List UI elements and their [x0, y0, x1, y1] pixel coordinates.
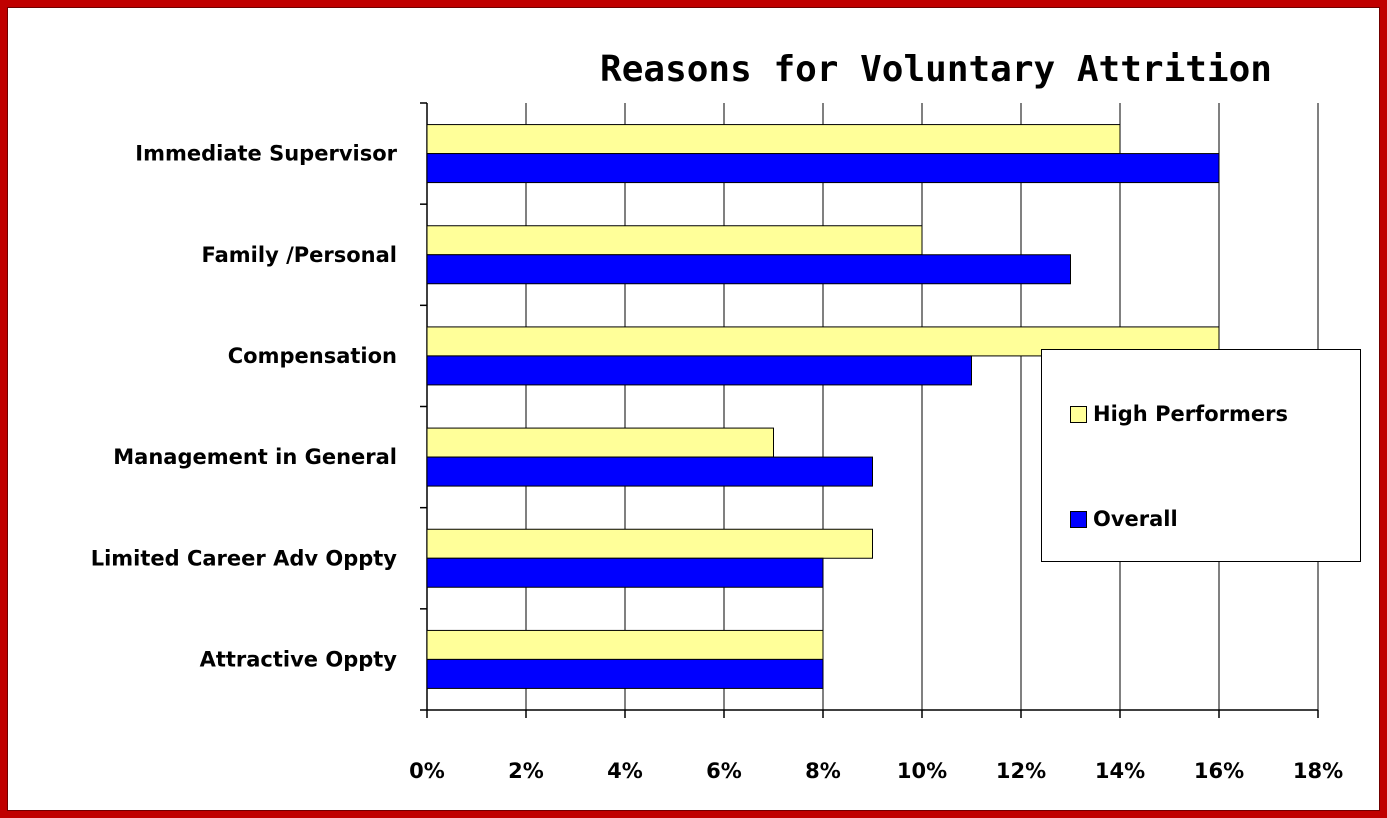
category-label: Family /Personal	[202, 243, 397, 267]
bar-overall	[426, 557, 824, 588]
x-tick-label: 16%	[1194, 759, 1244, 783]
category-label: Limited Career Adv Oppty	[91, 546, 398, 570]
bar-high-performers	[426, 225, 923, 256]
x-tick-label: 6%	[706, 759, 742, 783]
bar-high-performers	[426, 124, 1121, 155]
bar-overall	[426, 254, 1071, 285]
bar-overall	[426, 153, 1220, 184]
x-tick-label: 18%	[1293, 759, 1343, 783]
legend-swatch-overall	[1070, 510, 1087, 528]
legend: High Performers Overall	[1041, 349, 1361, 562]
category-label: Compensation	[228, 344, 397, 368]
x-tick-label: 14%	[1095, 759, 1145, 783]
bar-overall	[426, 658, 824, 689]
x-tick-label: 2%	[508, 759, 544, 783]
x-tick-label: 4%	[607, 759, 643, 783]
legend-label-high-performers: High Performers	[1093, 402, 1288, 426]
bar-high-performers	[426, 528, 873, 559]
bar-high-performers	[426, 629, 824, 660]
bar-overall	[426, 456, 873, 487]
chart-frame: Reasons for Voluntary Attrition 0% 2% 4% 6%…	[7, 7, 1380, 811]
x-tick-label: 0%	[409, 759, 445, 783]
legend-swatch-high-performers	[1070, 405, 1087, 423]
chart-title: Reasons for Voluntary Attrition	[600, 49, 1272, 90]
x-tick-label: 12%	[996, 759, 1046, 783]
legend-item-overall: Overall	[1070, 507, 1178, 531]
x-tick-label: 8%	[805, 759, 841, 783]
x-tick-label: 10%	[897, 759, 947, 783]
category-label: Attractive Oppty	[200, 647, 398, 671]
legend-item-high-performers: High Performers	[1070, 402, 1288, 426]
category-label: Management in General	[113, 445, 397, 469]
category-label: Immediate Supervisor	[135, 142, 397, 166]
bar-high-performers	[426, 427, 774, 458]
bar-overall	[426, 355, 972, 386]
bar-chart: 0% 2% 4% 6% 8% 10% 12% 14% 16% 18% Immediate Super…	[91, 102, 1343, 783]
legend-label-overall: Overall	[1093, 507, 1178, 531]
